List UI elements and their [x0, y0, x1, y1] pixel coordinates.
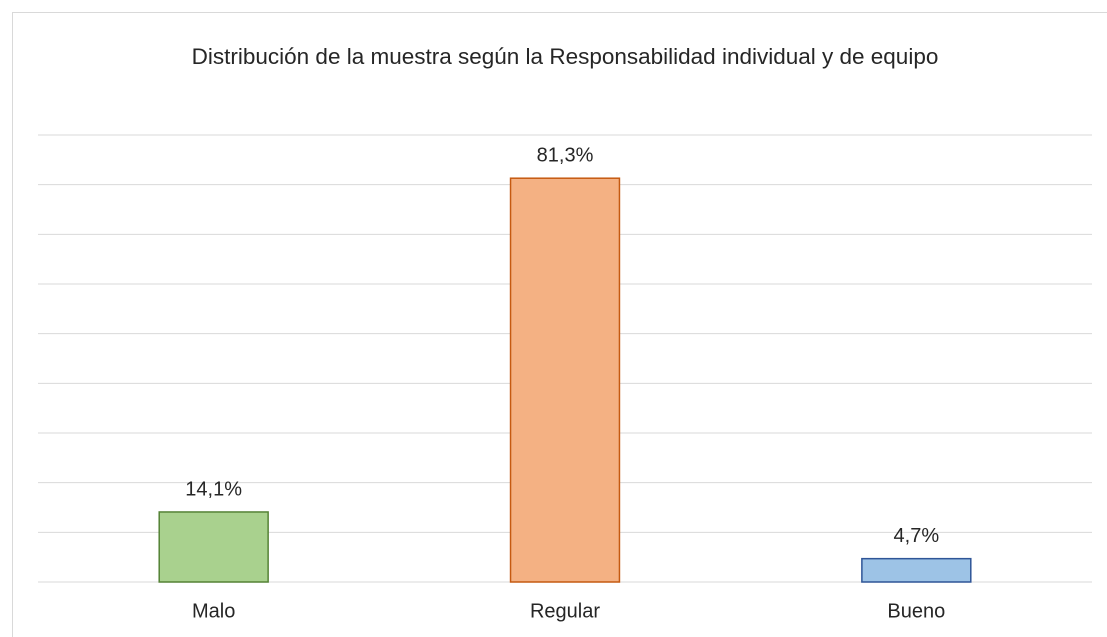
bar — [158, 511, 269, 583]
bar — [861, 557, 972, 583]
data-label: 4,7% — [894, 525, 940, 547]
data-label: 81,3% — [537, 144, 594, 166]
x-tick-label: Malo — [192, 600, 235, 622]
chart-title: Distribución de la muestra según la Resp… — [191, 44, 939, 69]
data-label: 14,1% — [185, 478, 242, 500]
bar — [509, 177, 621, 583]
x-tick-label: Regular — [530, 600, 600, 622]
chart-border — [12, 12, 1107, 637]
x-tick-label: Bueno — [887, 600, 945, 622]
